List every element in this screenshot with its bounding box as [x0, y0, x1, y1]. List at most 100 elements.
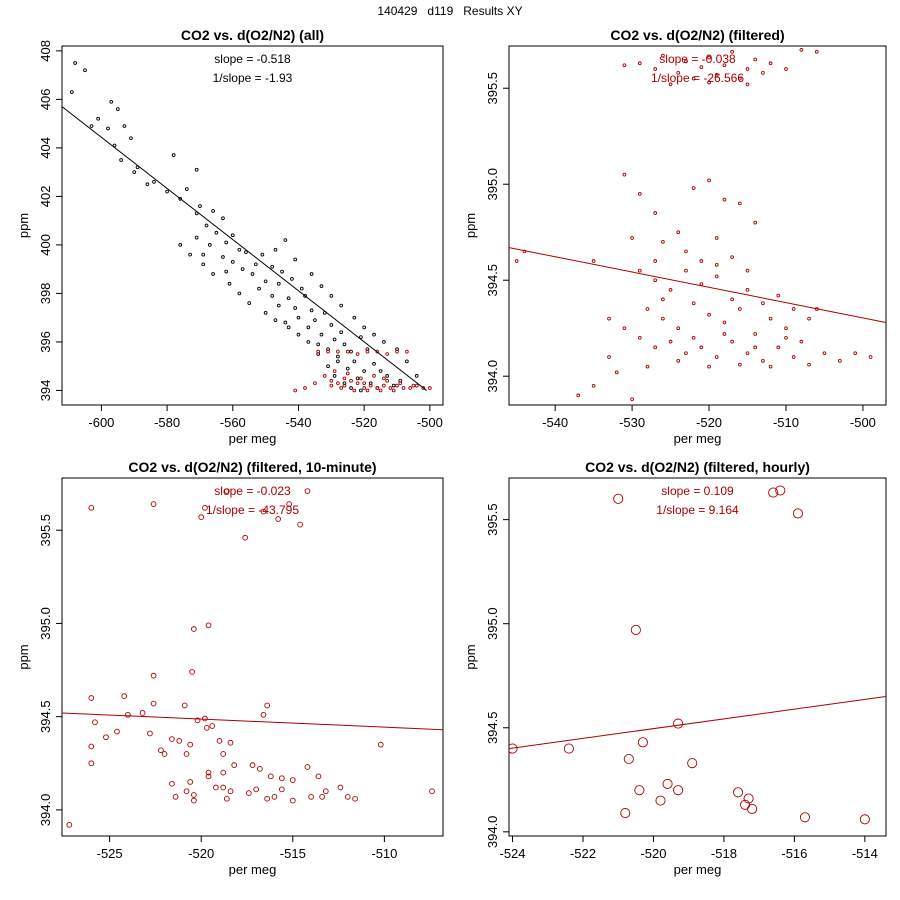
data-point-hourly [747, 803, 758, 814]
data-point-hourly [673, 785, 684, 796]
data-point-filtered [691, 335, 696, 340]
data-point-10-minute [322, 788, 329, 795]
data-point-filtered [699, 65, 704, 69]
data-point-filtered [707, 80, 711, 85]
data-point-filtered [699, 282, 704, 286]
data-point-all [115, 107, 120, 111]
data-point-10-minute [169, 736, 175, 742]
data-point-10-minute [253, 786, 260, 793]
data-point-filtered [372, 374, 376, 378]
y-tick-label: 398 [38, 283, 53, 305]
data-point-10-minute [150, 501, 157, 507]
data-point-filtered [342, 383, 347, 388]
data-point-filtered [814, 49, 819, 54]
data-point-all [204, 223, 209, 228]
data-point-filtered [745, 67, 750, 71]
data-point-10-minute [249, 762, 256, 768]
data-point-filtered [365, 349, 370, 354]
data-point-filtered [607, 355, 611, 359]
data-point-filtered [676, 230, 681, 235]
data-point-10-minute [114, 728, 120, 735]
data-point-all [263, 310, 268, 315]
data-point-filtered [576, 393, 581, 398]
data-point-filtered [514, 259, 519, 263]
data-point-all [184, 187, 189, 191]
data-layer [62, 61, 432, 393]
y-tick-label: 396 [38, 331, 53, 353]
data-point-10-minute [88, 504, 95, 511]
data-point-filtered [676, 326, 681, 331]
data-point-filtered [382, 383, 386, 388]
data-point-filtered [799, 339, 804, 344]
data-point-all [119, 158, 123, 162]
data-point-hourly [768, 487, 779, 498]
data-point-all [359, 335, 363, 339]
data-point-filtered [382, 376, 386, 381]
x-tick-label: -520 [696, 415, 722, 430]
data-point-filtered [345, 371, 350, 376]
data-point-all [319, 284, 324, 288]
data-point-filtered [784, 335, 788, 340]
data-point-filtered [591, 383, 596, 388]
data-point-filtered [676, 358, 681, 363]
data-point-filtered [668, 339, 673, 344]
data-point-filtered [730, 49, 734, 54]
data-point-all [303, 293, 307, 298]
data-point-filtered [784, 326, 788, 331]
data-point-all [309, 272, 314, 276]
data-point-all [316, 342, 321, 347]
data-point-filtered [699, 259, 704, 263]
data-point-10-minute [187, 779, 194, 785]
data-point-10-minute [176, 738, 183, 744]
data-point-hourly [630, 624, 641, 635]
data-point-10-minute [150, 700, 157, 707]
data-point-10-minute [88, 695, 95, 701]
data-point-10-minute [194, 717, 201, 724]
data-point-10-minute [150, 672, 157, 679]
data-point-all [306, 340, 311, 344]
data-point-all [286, 296, 291, 301]
data-point-10-minute [205, 773, 212, 780]
data-point-filtered [737, 201, 742, 206]
data-point-filtered [784, 67, 788, 71]
data-point-all [332, 337, 337, 342]
data-point-filtered [753, 332, 758, 336]
data-point-10-minute [289, 777, 296, 783]
data-point-hourly [637, 737, 648, 748]
data-point-all [194, 167, 199, 172]
plot-frame [508, 477, 887, 837]
x-tick-label: -518 [711, 846, 737, 861]
data-point-all [329, 323, 334, 327]
y-tick-label: 394.5 [485, 711, 500, 744]
x-tick-label: -500 [850, 415, 876, 430]
data-point-10-minute [191, 797, 197, 804]
x-tick-label: -510 [371, 846, 397, 861]
x-axis-label: per meg [674, 862, 722, 877]
data-point-all [152, 179, 156, 184]
data-point-filtered [730, 339, 734, 344]
data-point-filtered [707, 364, 711, 369]
data-point-filtered [637, 61, 642, 66]
data-point-all [293, 306, 298, 310]
data-point-filtered [395, 349, 399, 354]
data-point-filtered [336, 381, 340, 386]
data-point-10-minute [227, 788, 234, 795]
data-point-10-minute [275, 516, 281, 522]
data-point-filtered [714, 274, 719, 279]
data-point-filtered [637, 191, 642, 196]
data-point-filtered [707, 178, 711, 183]
data-point-all [260, 252, 265, 257]
data-point-all [352, 315, 357, 320]
data-point-10-minute [352, 795, 358, 802]
data-point-filtered [761, 71, 765, 75]
data-point-filtered [622, 172, 627, 177]
plot-frame [61, 45, 444, 406]
data-point-filtered [745, 268, 750, 273]
data-point-filtered [768, 316, 773, 321]
data-point-filtered [316, 349, 321, 354]
data-point-all [230, 260, 235, 264]
data-point-10-minute [297, 521, 303, 528]
data-point-filtered [668, 82, 673, 87]
data-point-filtered [753, 345, 758, 350]
x-tick-label: -516 [781, 846, 807, 861]
